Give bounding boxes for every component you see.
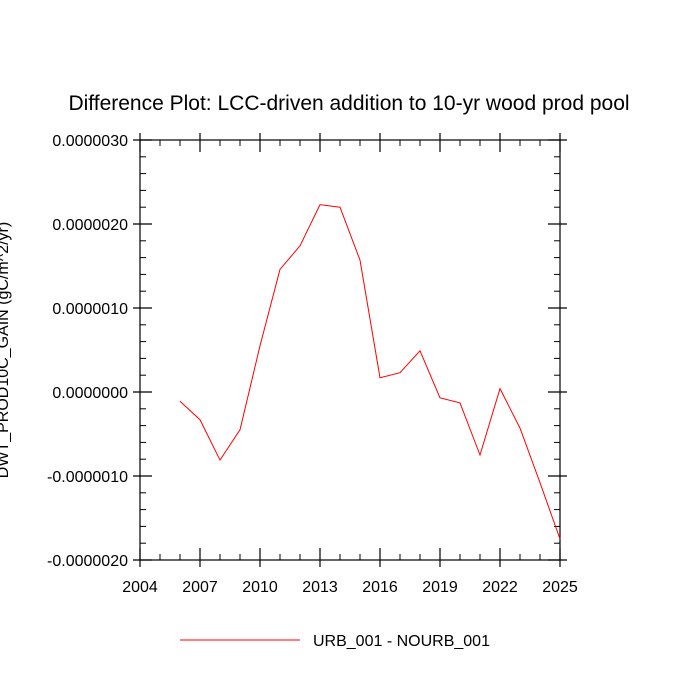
- y-tick-label: -0.0000010: [47, 469, 128, 486]
- y-tick-label: 0.0000000: [52, 385, 128, 402]
- y-axis-label: DWT_PROD10C_GAIN (gC/m^2/yr): [0, 222, 12, 478]
- plot-border: [139, 139, 561, 561]
- plot-frame: [139, 139, 561, 561]
- y-tick-label: 0.0000010: [52, 301, 128, 318]
- x-tick-label: 2022: [482, 579, 518, 596]
- legend-label: URB_001 - NOURB_001: [313, 633, 490, 650]
- x-tick-label: 2025: [542, 579, 578, 596]
- series-layer: [179, 204, 561, 540]
- y-tick-label: 0.0000030: [52, 133, 128, 150]
- x-tick-label: 2013: [302, 579, 338, 596]
- x-tick-label: 2007: [182, 579, 218, 596]
- legend: URB_001 - NOURB_001: [180, 633, 490, 650]
- y-tick-label: 0.0000020: [52, 217, 128, 234]
- y-tick-label: -0.0000020: [47, 553, 128, 570]
- series-line: [179, 204, 561, 540]
- x-axis: 2004 2007 2010 2013 2016 2019 2022 2025: [122, 133, 578, 596]
- x-tick-label: 2016: [362, 579, 398, 596]
- x-tick-label: 2004: [122, 579, 158, 596]
- x-tick-label: 2010: [242, 579, 278, 596]
- y-axis: -0.0000020 -0.0000010 0.0000000 0.0000010 0.…: [47, 133, 567, 570]
- chart-title: Difference Plot: LCC-driven addition to …: [68, 92, 629, 115]
- x-tick-label: 2019: [422, 579, 458, 596]
